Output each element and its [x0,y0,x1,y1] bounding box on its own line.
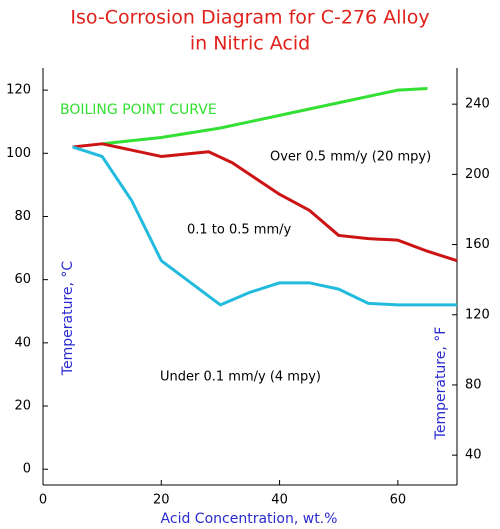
y-tick-label: 20 [14,399,31,414]
annotation: Under 0.1 mm/y (4 mpy) [160,370,321,385]
x-tick-label: 60 [390,493,407,508]
y2-axis-label: Temperature, °F [433,327,449,441]
annotation: Over 0.5 mm/y (20 mpy) [270,150,431,165]
y-tick-label: 0 [23,462,31,477]
y2-tick-label: 40 [465,448,482,463]
x-axis-label: Acid Concentration, wt.% [161,511,338,527]
y2-tick-label: 160 [465,237,490,252]
y2-tick-label: 120 [465,307,490,322]
y2-tick-label: 240 [465,97,490,112]
y-tick-label: 60 [14,272,31,287]
y-tick-label: 40 [14,335,31,350]
y2-tick-label: 200 [465,167,490,182]
x-tick-label: 0 [39,493,47,508]
y-tick-label: 100 [6,146,31,161]
series-line [72,142,458,263]
y-tick-label: 120 [6,83,31,98]
chart-title: in Nitric Acid [190,33,310,55]
y2-tick-label: 80 [465,377,482,392]
x-tick-label: 40 [271,493,288,508]
series-label: BOILING POINT CURVE [60,102,217,118]
y-tick-label: 80 [14,209,31,224]
chart-title: Iso-Corrosion Diagram for C-276 Alloy [70,7,429,29]
x-tick-label: 20 [153,493,170,508]
series-line [101,87,428,146]
y-axis-label: Temperature, °C [60,261,76,377]
series-line [72,145,457,307]
annotation: 0.1 to 0.5 mm/y [187,223,292,238]
